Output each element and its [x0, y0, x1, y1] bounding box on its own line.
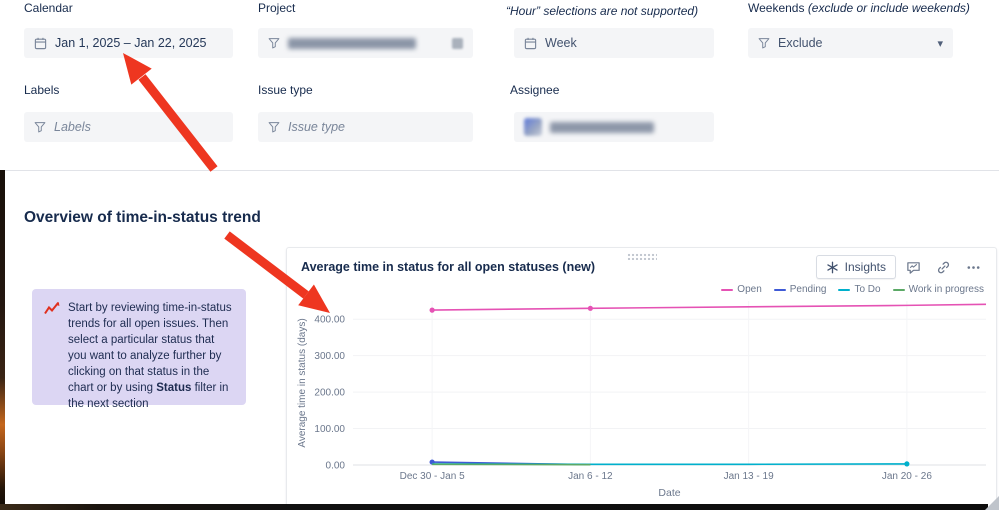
labels-select[interactable]: Labels	[24, 112, 233, 142]
legend-item[interactable]: To Do	[838, 284, 881, 295]
tip-text: Start by reviewing time-in-status trends…	[68, 302, 232, 394]
filter-icon	[758, 37, 770, 49]
more-icon	[966, 260, 981, 275]
svg-text:400.00: 400.00	[314, 315, 345, 326]
desktop-edge-bottom	[0, 504, 988, 510]
project-select[interactable]	[258, 28, 473, 58]
desktop-edge-left	[0, 170, 5, 505]
labels-label: Labels	[24, 83, 60, 97]
window-resize-handle[interactable]	[985, 496, 999, 510]
legend-dash	[773, 288, 786, 291]
time-period-select[interactable]: Week	[514, 28, 714, 58]
time-period-note-text: “Hour” selections are not supported)	[506, 4, 699, 18]
svg-text:100.00: 100.00	[314, 424, 345, 435]
weekends-label-note: (exclude or include weekends)	[807, 1, 970, 15]
legend-item[interactable]: Work in progress	[892, 284, 984, 295]
issue-type-label: Issue type	[258, 83, 313, 97]
page-title: Overview of time-in-status trend	[24, 208, 261, 226]
insights-button-label: Insights	[844, 260, 886, 274]
comment-icon	[906, 260, 921, 275]
assignee-value-redacted	[550, 121, 654, 133]
weekends-value: Exclude	[778, 36, 823, 50]
calendar-label: Calendar	[24, 1, 73, 15]
insights-button[interactable]: Insights	[815, 255, 896, 279]
time-period-note: “Hour” selections are not supported)	[506, 4, 698, 18]
legend-dash	[721, 288, 734, 291]
legend-dash	[838, 288, 851, 291]
calendar-range-picker[interactable]: Jan 1, 2025 – Jan 22, 2025	[24, 28, 233, 58]
filter-icon	[34, 121, 46, 133]
feedback-button[interactable]	[900, 255, 926, 279]
filter-icon	[268, 37, 280, 49]
weekends-label: Weekends (exclude or include weekends)	[748, 1, 970, 15]
issue-type-select[interactable]: Issue type	[258, 112, 473, 142]
legend-item[interactable]: Pending	[773, 284, 827, 295]
legend-item[interactable]: Open	[721, 284, 762, 295]
trend-chart-icon	[44, 301, 60, 320]
svg-text:Dec 30 - Jan 5: Dec 30 - Jan 5	[400, 471, 465, 482]
chart-toolbar: Insights	[815, 255, 986, 279]
assignee-label: Assignee	[510, 83, 560, 97]
tip-text-after: filter in the next section	[68, 382, 229, 410]
onboarding-tip-callout: Start by reviewing time-in-status trends…	[32, 289, 246, 410]
x-axis-label: Date	[658, 487, 681, 499]
legend-label: Work in progress	[908, 284, 984, 295]
calendar-icon	[524, 37, 537, 50]
assignee-select[interactable]	[514, 112, 714, 142]
drag-handle[interactable]	[626, 253, 657, 260]
avatar	[524, 118, 542, 136]
issue-type-placeholder: Issue type	[288, 120, 345, 134]
link-icon	[936, 260, 951, 275]
project-label: Project	[258, 1, 296, 15]
legend-dash	[892, 288, 905, 291]
chart-legend: Open Pending To Do Work in progress	[721, 284, 984, 295]
filter-icon	[268, 121, 280, 133]
svg-text:300.00: 300.00	[314, 351, 345, 362]
chart-title: Average time in status for all open stat…	[301, 260, 596, 274]
insights-icon	[826, 261, 839, 274]
section-divider	[0, 170, 999, 171]
project-clear-icon[interactable]	[452, 37, 463, 49]
svg-text:0.00: 0.00	[326, 461, 346, 472]
tip-text-bold: Status	[156, 382, 192, 394]
legend-label: Open	[737, 284, 762, 295]
svg-text:Jan 20 - 26: Jan 20 - 26	[882, 471, 932, 482]
svg-text:Jan 6 - 12: Jan 6 - 12	[568, 471, 613, 482]
svg-text:Jan 13 - 19: Jan 13 - 19	[724, 471, 774, 482]
time-period-value: Week	[545, 36, 577, 50]
labels-placeholder: Labels	[54, 120, 91, 134]
trend-line-chart[interactable]: 0.00 100.00 200.00 300.00 400.00 Dec 30 - Jan…	[287, 248, 998, 509]
legend-label: To Do	[854, 284, 881, 295]
calendar-icon	[34, 37, 47, 50]
project-value-redacted	[288, 37, 416, 49]
chevron-down-icon[interactable]: ▾	[937, 37, 943, 50]
copy-link-button[interactable]	[930, 255, 956, 279]
calendar-range-value: Jan 1, 2025 – Jan 22, 2025	[55, 36, 207, 50]
legend-label: Pending	[789, 284, 827, 295]
more-button[interactable]	[960, 255, 986, 279]
svg-text:200.00: 200.00	[314, 388, 345, 399]
chart-gadget-card: Average time in status for all open stat…	[286, 247, 997, 508]
weekends-select[interactable]: Exclude ▾	[748, 28, 953, 58]
weekends-label-text: Weekends	[748, 1, 808, 15]
